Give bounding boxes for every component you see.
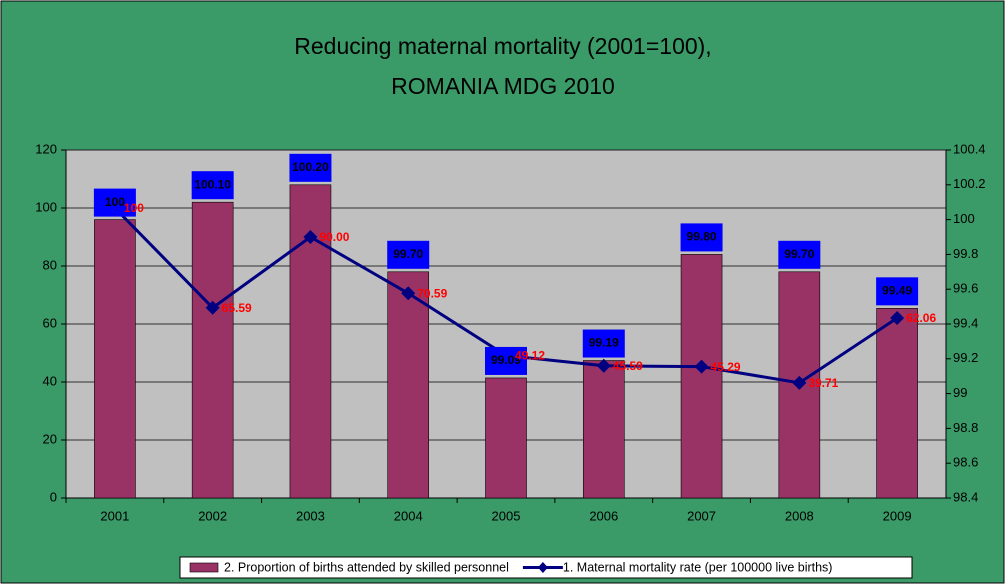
data-label: 99.80 (687, 230, 717, 244)
data-label: 45.29 (711, 360, 741, 374)
data-label-box (289, 153, 332, 182)
data-label: 49.12 (515, 349, 545, 363)
data-label-box (387, 240, 430, 269)
data-label: 99.70 (784, 247, 814, 261)
x-tick-label: 2001 (100, 508, 129, 523)
y-tick-label: 120 (35, 141, 57, 156)
line-marker (303, 230, 318, 244)
data-label: 100.20 (292, 160, 329, 174)
y-tick-label: 60 (43, 315, 57, 330)
bar (94, 219, 136, 499)
y2-tick-label: 100.4 (953, 141, 986, 156)
y-tick-label: 100 (35, 199, 57, 214)
data-label-box (191, 171, 234, 200)
bar (680, 254, 723, 499)
y2-tick-label: 98.4 (953, 489, 978, 504)
data-label: 100 (105, 195, 125, 209)
data-label-box (680, 223, 723, 252)
legend-label: 1. Maternal mortality rate (per 100000 l… (563, 560, 833, 574)
bar (876, 308, 918, 499)
data-label: 100 (124, 201, 144, 215)
bar (191, 201, 234, 499)
data-label-box (93, 188, 136, 217)
legend-swatch (189, 562, 219, 573)
line-marker (401, 286, 416, 301)
line-marker (205, 300, 220, 315)
y-tick-label: 0 (50, 489, 57, 504)
data-label: 39.71 (808, 376, 838, 390)
y-tick-label: 20 (43, 431, 57, 446)
x-tick-label: 2002 (198, 508, 227, 523)
y2-tick-label: 99.2 (953, 350, 978, 365)
data-label: 100.10 (194, 177, 231, 191)
data-label: 62.06 (906, 311, 936, 325)
chart-title: Reducing maternal mortality (2001=100), (294, 33, 711, 59)
y-tick-label: 40 (43, 373, 57, 388)
x-tick-label: 2003 (296, 508, 325, 523)
data-label-box (582, 329, 625, 358)
line-marker (792, 375, 807, 390)
bar (582, 360, 625, 499)
x-tick-label: 2004 (394, 508, 423, 523)
legend: 2. Proportion of births attended by skil… (179, 556, 913, 579)
data-label: 99.19 (589, 336, 619, 350)
x-tick-label: 2008 (785, 508, 814, 523)
data-label: 45.59 (613, 359, 643, 373)
legend-marker (537, 562, 548, 573)
x-tick-label: 2007 (687, 508, 716, 523)
line-marker (890, 311, 905, 326)
data-label: 65.59 (222, 301, 252, 315)
data-label-box (876, 277, 919, 306)
y2-tick-label: 100.2 (953, 176, 986, 191)
data-label-box (778, 240, 821, 269)
line-marker (596, 358, 611, 373)
data-label: 99.49 (882, 284, 912, 298)
y2-tick-label: 99 (953, 385, 967, 400)
bar (387, 271, 430, 499)
x-tick-label: 2005 (492, 508, 521, 523)
bar (485, 377, 527, 499)
chart-subtitle: ROMANIA MDG 2010 (391, 73, 615, 99)
x-tick-label: 2006 (589, 508, 618, 523)
legend-label: 2. Proportion of births attended by skil… (224, 560, 509, 574)
data-label-box (485, 346, 527, 375)
y2-tick-label: 99.4 (953, 315, 978, 330)
x-tick-label: 2009 (883, 508, 912, 523)
y2-tick-label: 98.8 (953, 420, 978, 435)
y2-tick-label: 98.6 (953, 455, 978, 470)
y-tick-label: 80 (43, 257, 57, 272)
y2-tick-label: 100 (953, 211, 975, 226)
data-label: 99.70 (393, 247, 423, 261)
data-label: 70.59 (417, 286, 447, 300)
y2-tick-label: 99.6 (953, 281, 978, 296)
line-marker (694, 359, 709, 374)
y2-tick-label: 99.8 (953, 246, 978, 261)
data-label: 99.09 (491, 353, 521, 367)
data-label: 90.00 (319, 230, 349, 244)
